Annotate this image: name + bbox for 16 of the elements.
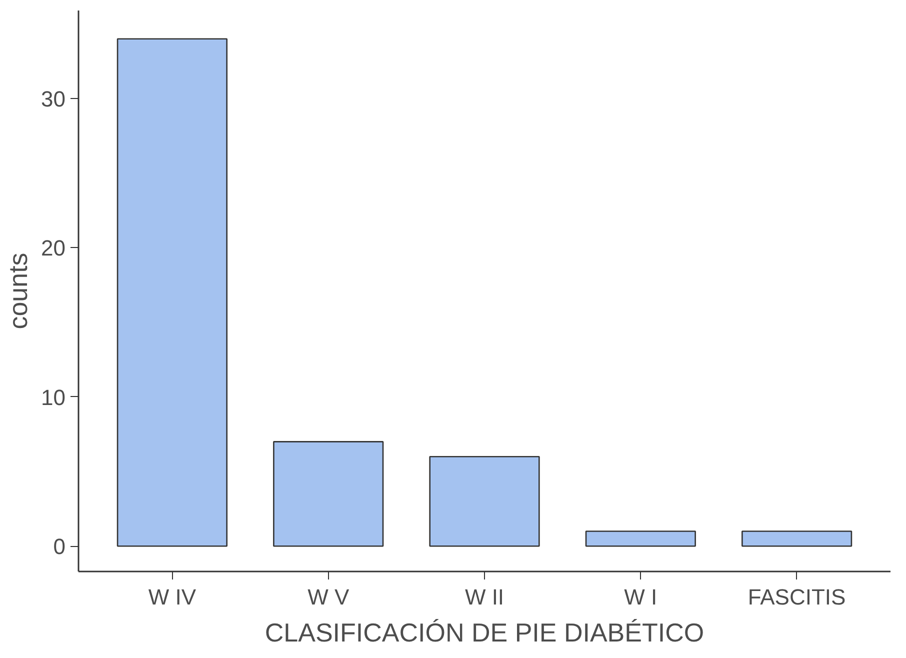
x-axis-title: CLASIFICACIÓN DE PIE DIABÉTICO [264, 618, 704, 648]
y-tick-label: 0 [53, 534, 66, 560]
bar [742, 530, 852, 547]
bar [116, 38, 228, 547]
x-tick-label: W IV [148, 584, 196, 610]
y-tick-label: 10 [41, 384, 66, 410]
bar [273, 441, 384, 547]
x-tick-label: W I [624, 584, 658, 610]
bar [585, 530, 696, 547]
x-tick-label: W II [464, 584, 504, 610]
x-tick-label: FASCITIS [748, 584, 846, 610]
x-tick-label: W V [308, 584, 350, 610]
y-tick-label: 20 [41, 236, 66, 261]
y-axis-title: counts [3, 252, 34, 330]
y-tick-label: 30 [41, 86, 66, 112]
bar [429, 456, 540, 547]
